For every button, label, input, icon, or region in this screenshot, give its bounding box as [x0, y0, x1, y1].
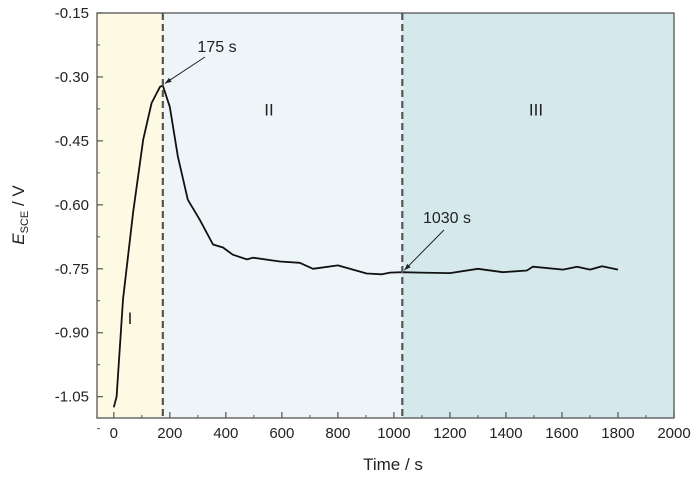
region-label-I: I — [128, 309, 133, 328]
y-tick-label: -0.45 — [55, 133, 89, 150]
annotation-label: 1030 s — [423, 210, 471, 227]
region-I — [97, 13, 163, 418]
region-III — [402, 13, 674, 418]
x-tick-label: 600 — [269, 425, 294, 442]
y-axis-label: ESCE / V — [9, 185, 31, 245]
x-tick-label: 1200 — [433, 425, 466, 442]
x-tick-label: 800 — [325, 425, 350, 442]
axis-ticks: 0 200 400 600 800 1000 1200 1400 1600 1800 2000 -0.… — [55, 5, 691, 442]
y-label-unit: / V — [9, 185, 28, 211]
y-tick-label: -1.05 — [55, 389, 89, 406]
y-tick-label: -0.15 — [55, 5, 89, 22]
plot-frame — [96, 12, 675, 419]
region-label-II: II — [264, 100, 273, 119]
x-tick-label: 1000 — [377, 425, 410, 442]
y-label-sub: SCE — [19, 211, 31, 234]
region-II — [162, 13, 403, 418]
arrowhead-icon — [164, 77, 172, 84]
x-tick-label: 1600 — [545, 425, 578, 442]
annotation-label: 175 s — [197, 39, 236, 56]
y-tick-label: -0.75 — [55, 261, 89, 278]
y-tick-label: -0.90 — [55, 325, 89, 342]
x-tick-label: 1400 — [489, 425, 522, 442]
x-tick-label: 200 — [157, 425, 182, 442]
annotation-arrow — [403, 229, 445, 271]
y-tick-label: -0.60 — [55, 197, 89, 214]
series-line-0 — [112, 84, 619, 408]
x-tick-label: 2000 — [657, 425, 690, 442]
plot-border — [96, 12, 675, 419]
x-tick-label: 0 — [110, 425, 118, 442]
regions — [97, 13, 674, 418]
y-label-main: E — [9, 233, 28, 245]
arrowhead-icon — [404, 263, 411, 271]
region-label-III: III — [529, 100, 543, 119]
x-tick-label: 400 — [213, 425, 238, 442]
x-axis-label: Time / s — [363, 455, 423, 474]
x-tick-label: 1800 — [601, 425, 634, 442]
series-lines — [112, 84, 619, 408]
annotation-arrow — [164, 56, 206, 84]
y-tick-label: -0.30 — [55, 69, 89, 86]
